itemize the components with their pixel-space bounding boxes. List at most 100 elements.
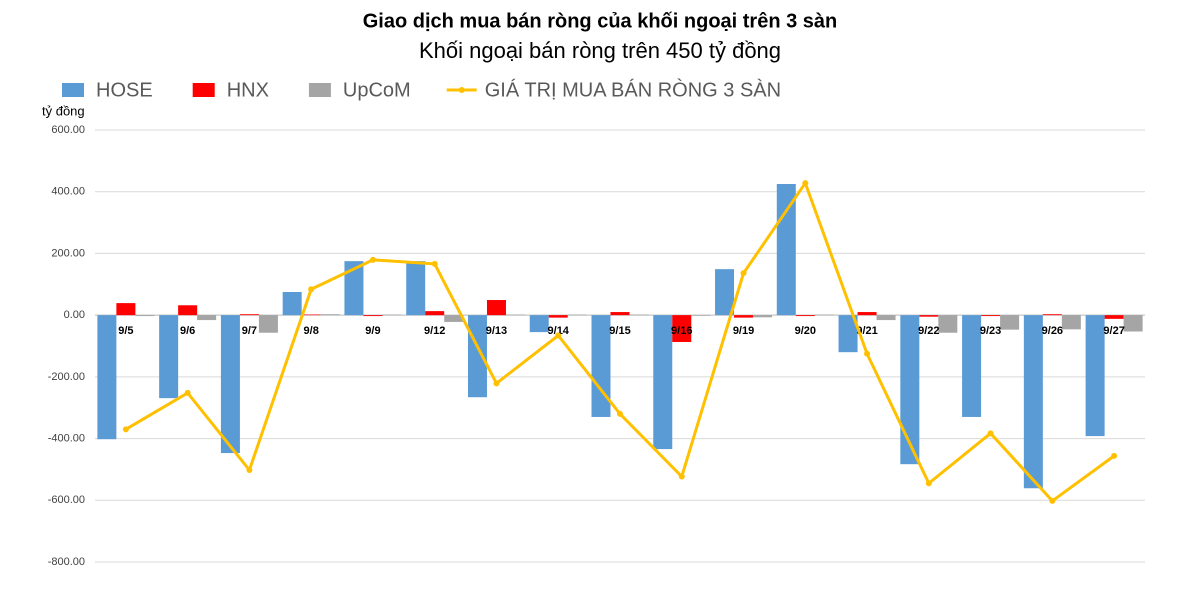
bar — [591, 315, 611, 417]
line-point — [1049, 497, 1056, 504]
legend-item: GIÁ TRỊ MUA BÁN RÒNG 3 SÀN — [446, 78, 781, 101]
bar — [900, 315, 920, 465]
y-tick-label: 400.00 — [51, 186, 85, 198]
x-tick-label: 9/8 — [304, 325, 319, 337]
x-tick-label: 9/20 — [795, 325, 816, 337]
bar — [425, 311, 445, 316]
bar — [344, 261, 364, 316]
legend-swatch — [308, 83, 331, 97]
bar — [282, 292, 302, 316]
bar — [1042, 314, 1062, 316]
x-tick-label: 9/12 — [424, 325, 445, 337]
line-point — [184, 389, 191, 396]
bar — [734, 315, 754, 318]
bar — [610, 312, 630, 316]
line-point — [369, 256, 376, 263]
bar — [382, 314, 402, 316]
bar — [467, 315, 487, 398]
x-tick-label: 9/16 — [671, 325, 692, 337]
bar — [814, 314, 834, 316]
line-point — [122, 426, 129, 433]
legend-swatch-marker — [458, 87, 465, 93]
bar — [715, 269, 735, 316]
x-tick-label: 9/14 — [548, 325, 570, 337]
bar — [529, 315, 549, 333]
bar — [1104, 315, 1124, 319]
legend-label: UpCoM — [343, 79, 411, 101]
y-tick-label: -600.00 — [48, 494, 85, 506]
bar — [301, 314, 321, 316]
x-tick-label: 9/5 — [118, 325, 133, 337]
line-point — [802, 180, 809, 187]
bar — [962, 315, 982, 417]
legend-swatch — [62, 83, 84, 97]
legend-swatch — [192, 83, 215, 97]
bar — [1061, 315, 1081, 330]
line-point — [864, 350, 871, 357]
line-point — [617, 410, 623, 417]
bar — [116, 303, 136, 316]
x-tick-label: 9/15 — [609, 325, 630, 337]
bar — [838, 315, 858, 353]
bar — [629, 314, 649, 316]
bar — [1000, 315, 1020, 330]
y-tick-label: -400.00 — [48, 432, 85, 444]
bar — [795, 315, 815, 317]
line-point — [678, 473, 685, 480]
bar — [220, 315, 240, 454]
x-tick-label: 9/9 — [365, 325, 380, 337]
bar — [406, 261, 426, 316]
bar — [567, 314, 587, 316]
bar — [505, 314, 525, 316]
bar — [97, 315, 117, 440]
bar — [691, 315, 711, 316]
bar — [486, 300, 506, 316]
bar — [178, 305, 198, 316]
y-axis-label: tỷ đồng — [42, 103, 85, 118]
x-tick-label: 9/23 — [980, 325, 1001, 337]
line-point — [925, 480, 932, 487]
line-point — [308, 286, 315, 293]
bar — [320, 314, 340, 316]
x-tick-label: 9/26 — [1042, 325, 1063, 337]
bar — [938, 315, 958, 333]
legend-item: HNX — [192, 79, 269, 101]
bar — [159, 315, 179, 399]
x-tick-label: 9/6 — [180, 325, 195, 337]
bar — [1023, 315, 1043, 489]
y-tick-label: 0.00 — [64, 309, 85, 321]
bar — [363, 315, 383, 317]
bar — [239, 314, 259, 316]
y-tick-label: -800.00 — [48, 556, 85, 568]
bar — [1123, 315, 1143, 332]
y-tick-label: 600.00 — [51, 124, 85, 136]
legend-label: HNX — [227, 79, 269, 101]
legend-label: HOSE — [96, 79, 153, 101]
x-tick-label: 9/27 — [1103, 325, 1124, 337]
chart-subtitle: Khối ngoại bán ròng trên 450 tỷ đồng — [419, 38, 781, 63]
y-tick-label: -200.00 — [48, 371, 85, 383]
bar — [548, 315, 568, 318]
x-tick-label: 9/22 — [918, 325, 939, 337]
legend-item: HOSE — [62, 79, 153, 101]
line-point — [493, 380, 500, 387]
bar — [753, 315, 773, 318]
bar — [672, 315, 692, 342]
bar — [919, 315, 939, 317]
line-point — [555, 332, 562, 339]
x-tick-label: 9/21 — [856, 325, 877, 337]
bar — [857, 312, 877, 316]
x-tick-label: 9/13 — [486, 325, 507, 337]
line-point — [1111, 452, 1118, 459]
bar — [1085, 315, 1105, 437]
chart-title: Giao dịch mua bán ròng của khối ngoại tr… — [363, 10, 838, 32]
line-point — [431, 260, 438, 267]
line-point — [740, 270, 747, 277]
bar — [876, 315, 896, 321]
x-tick-label: 9/7 — [242, 325, 257, 337]
x-tick-label: 9/19 — [733, 325, 754, 337]
line-point — [246, 467, 253, 474]
bar — [981, 315, 1001, 317]
y-tick-label: 200.00 — [51, 247, 85, 259]
bar — [653, 315, 673, 450]
